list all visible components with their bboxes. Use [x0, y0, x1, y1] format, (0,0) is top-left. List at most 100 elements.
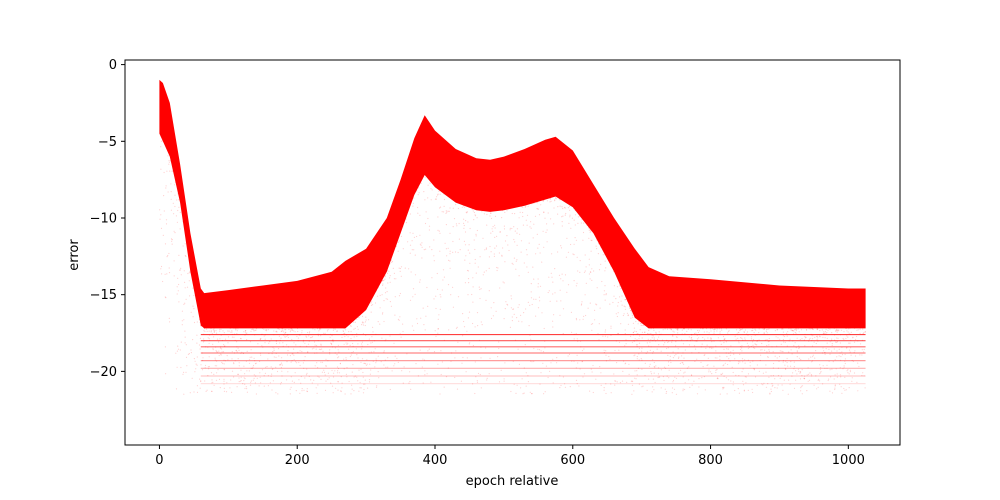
scatter-point: [642, 385, 644, 387]
scatter-point: [693, 380, 695, 382]
scatter-point: [370, 304, 372, 306]
scatter-point: [834, 388, 836, 391]
scatter-point: [582, 318, 584, 320]
scatter-point: [568, 353, 571, 355]
scatter-point: [801, 338, 803, 340]
scatter-point: [236, 386, 238, 388]
scatter-point: [796, 351, 798, 353]
scatter-point: [252, 366, 254, 368]
scatter-point: [449, 232, 451, 234]
scatter-point: [255, 329, 257, 331]
scatter-point: [313, 379, 315, 381]
scatter-point: [591, 323, 594, 325]
scatter-point: [217, 369, 219, 371]
scatter-point: [527, 271, 529, 273]
scatter-point: [538, 296, 541, 298]
scatter-point: [439, 207, 441, 209]
scatter-point: [360, 387, 362, 389]
scatter-point: [657, 367, 660, 369]
scatter-point: [394, 296, 396, 298]
scatter-point: [625, 343, 627, 345]
scatter-point: [188, 272, 190, 274]
scatter-point: [568, 222, 570, 224]
scatter-point: [553, 314, 555, 316]
scatter-point: [848, 387, 850, 389]
scatter-point: [581, 360, 584, 362]
scatter-point: [465, 371, 467, 373]
scatter-point: [474, 361, 476, 363]
scatter-point: [504, 240, 507, 242]
scatter-point: [496, 266, 498, 269]
scatter-point: [634, 354, 636, 356]
scatter-point: [806, 329, 808, 331]
scatter-point: [625, 298, 627, 301]
scatter-point: [170, 198, 172, 200]
scatter-point: [269, 382, 271, 384]
scatter-point: [233, 363, 235, 365]
scatter-point: [409, 213, 411, 215]
scatter-point: [356, 318, 358, 320]
scatter-point: [469, 227, 471, 230]
scatter-point: [251, 328, 253, 331]
scatter-point: [301, 332, 303, 334]
scatter-point: [272, 351, 274, 353]
scatter-point: [336, 330, 338, 332]
scatter-point: [266, 330, 268, 332]
scatter-point: [741, 337, 743, 339]
scatter-point: [281, 375, 283, 377]
scatter-point: [291, 329, 293, 332]
scatter-point: [831, 350, 833, 352]
scatter-point: [698, 330, 700, 332]
scatter-point: [255, 375, 257, 377]
scatter-point: [533, 360, 535, 363]
scatter-point: [382, 312, 384, 314]
scatter-point: [210, 372, 213, 374]
scatter-point: [790, 361, 792, 363]
scatter-point: [326, 330, 328, 332]
scatter-point: [477, 325, 479, 327]
scatter-point: [176, 199, 178, 201]
scatter-point: [159, 209, 161, 211]
scatter-point: [522, 224, 525, 226]
scatter-point: [722, 365, 724, 367]
scatter-point: [268, 352, 270, 355]
scatter-point: [702, 336, 704, 339]
scatter-point: [387, 282, 389, 284]
scatter-point: [306, 390, 309, 393]
scatter-point: [520, 387, 522, 389]
scatter-point: [250, 380, 252, 382]
scatter-point: [176, 350, 178, 352]
scatter-point: [842, 337, 844, 340]
scatter-point: [474, 248, 476, 251]
scatter-point: [231, 351, 233, 353]
scatter-point: [711, 373, 713, 375]
scatter-point: [603, 290, 606, 292]
scatter-point: [742, 361, 744, 363]
scatter-point: [590, 271, 592, 273]
scatter-point: [672, 351, 674, 353]
scatter-point: [826, 337, 828, 339]
scatter-point: [719, 332, 721, 334]
scatter-point: [803, 377, 805, 379]
scatter-point: [574, 224, 576, 226]
scatter-point: [409, 371, 411, 373]
scatter-point: [624, 333, 626, 335]
scatter-point: [241, 351, 243, 353]
scatter-point: [286, 354, 289, 356]
scatter-point: [840, 329, 843, 331]
scatter-point: [708, 332, 710, 334]
scatter-point: [815, 342, 817, 345]
scatter-point: [467, 270, 469, 272]
scatter-point: [833, 378, 835, 380]
scatter-point: [801, 385, 804, 387]
scatter-point: [275, 392, 277, 394]
scatter-point: [161, 273, 163, 275]
scatter-point: [499, 231, 501, 233]
scatter-point: [530, 297, 533, 299]
scatter-point: [513, 383, 515, 385]
scatter-point: [529, 226, 531, 228]
scatter-point: [747, 373, 750, 375]
scatter-point: [539, 383, 541, 385]
scatter-point: [710, 347, 713, 349]
scatter-point: [202, 341, 205, 343]
